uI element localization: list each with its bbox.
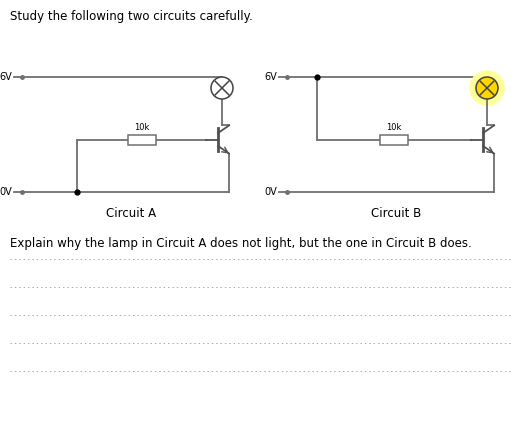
Text: 6V: 6V [264,72,277,82]
Text: 6V: 6V [0,72,12,82]
Bar [380,135,408,144]
Text: Circuit A: Circuit A [106,207,156,220]
Circle shape [470,71,504,105]
Circle shape [476,77,498,99]
Text: 0V: 0V [264,187,277,197]
Text: 0V: 0V [0,187,12,197]
Text: 10k: 10k [134,123,149,132]
Circle shape [211,77,233,99]
Text: 10k: 10k [386,123,402,132]
Text: Study the following two circuits carefully.: Study the following two circuits careful… [10,10,253,23]
Text: Circuit B: Circuit B [371,207,421,220]
Bar [128,135,155,144]
Text: Explain why the lamp in Circuit A does not light, but the one in Circuit B does.: Explain why the lamp in Circuit A does n… [10,237,472,250]
